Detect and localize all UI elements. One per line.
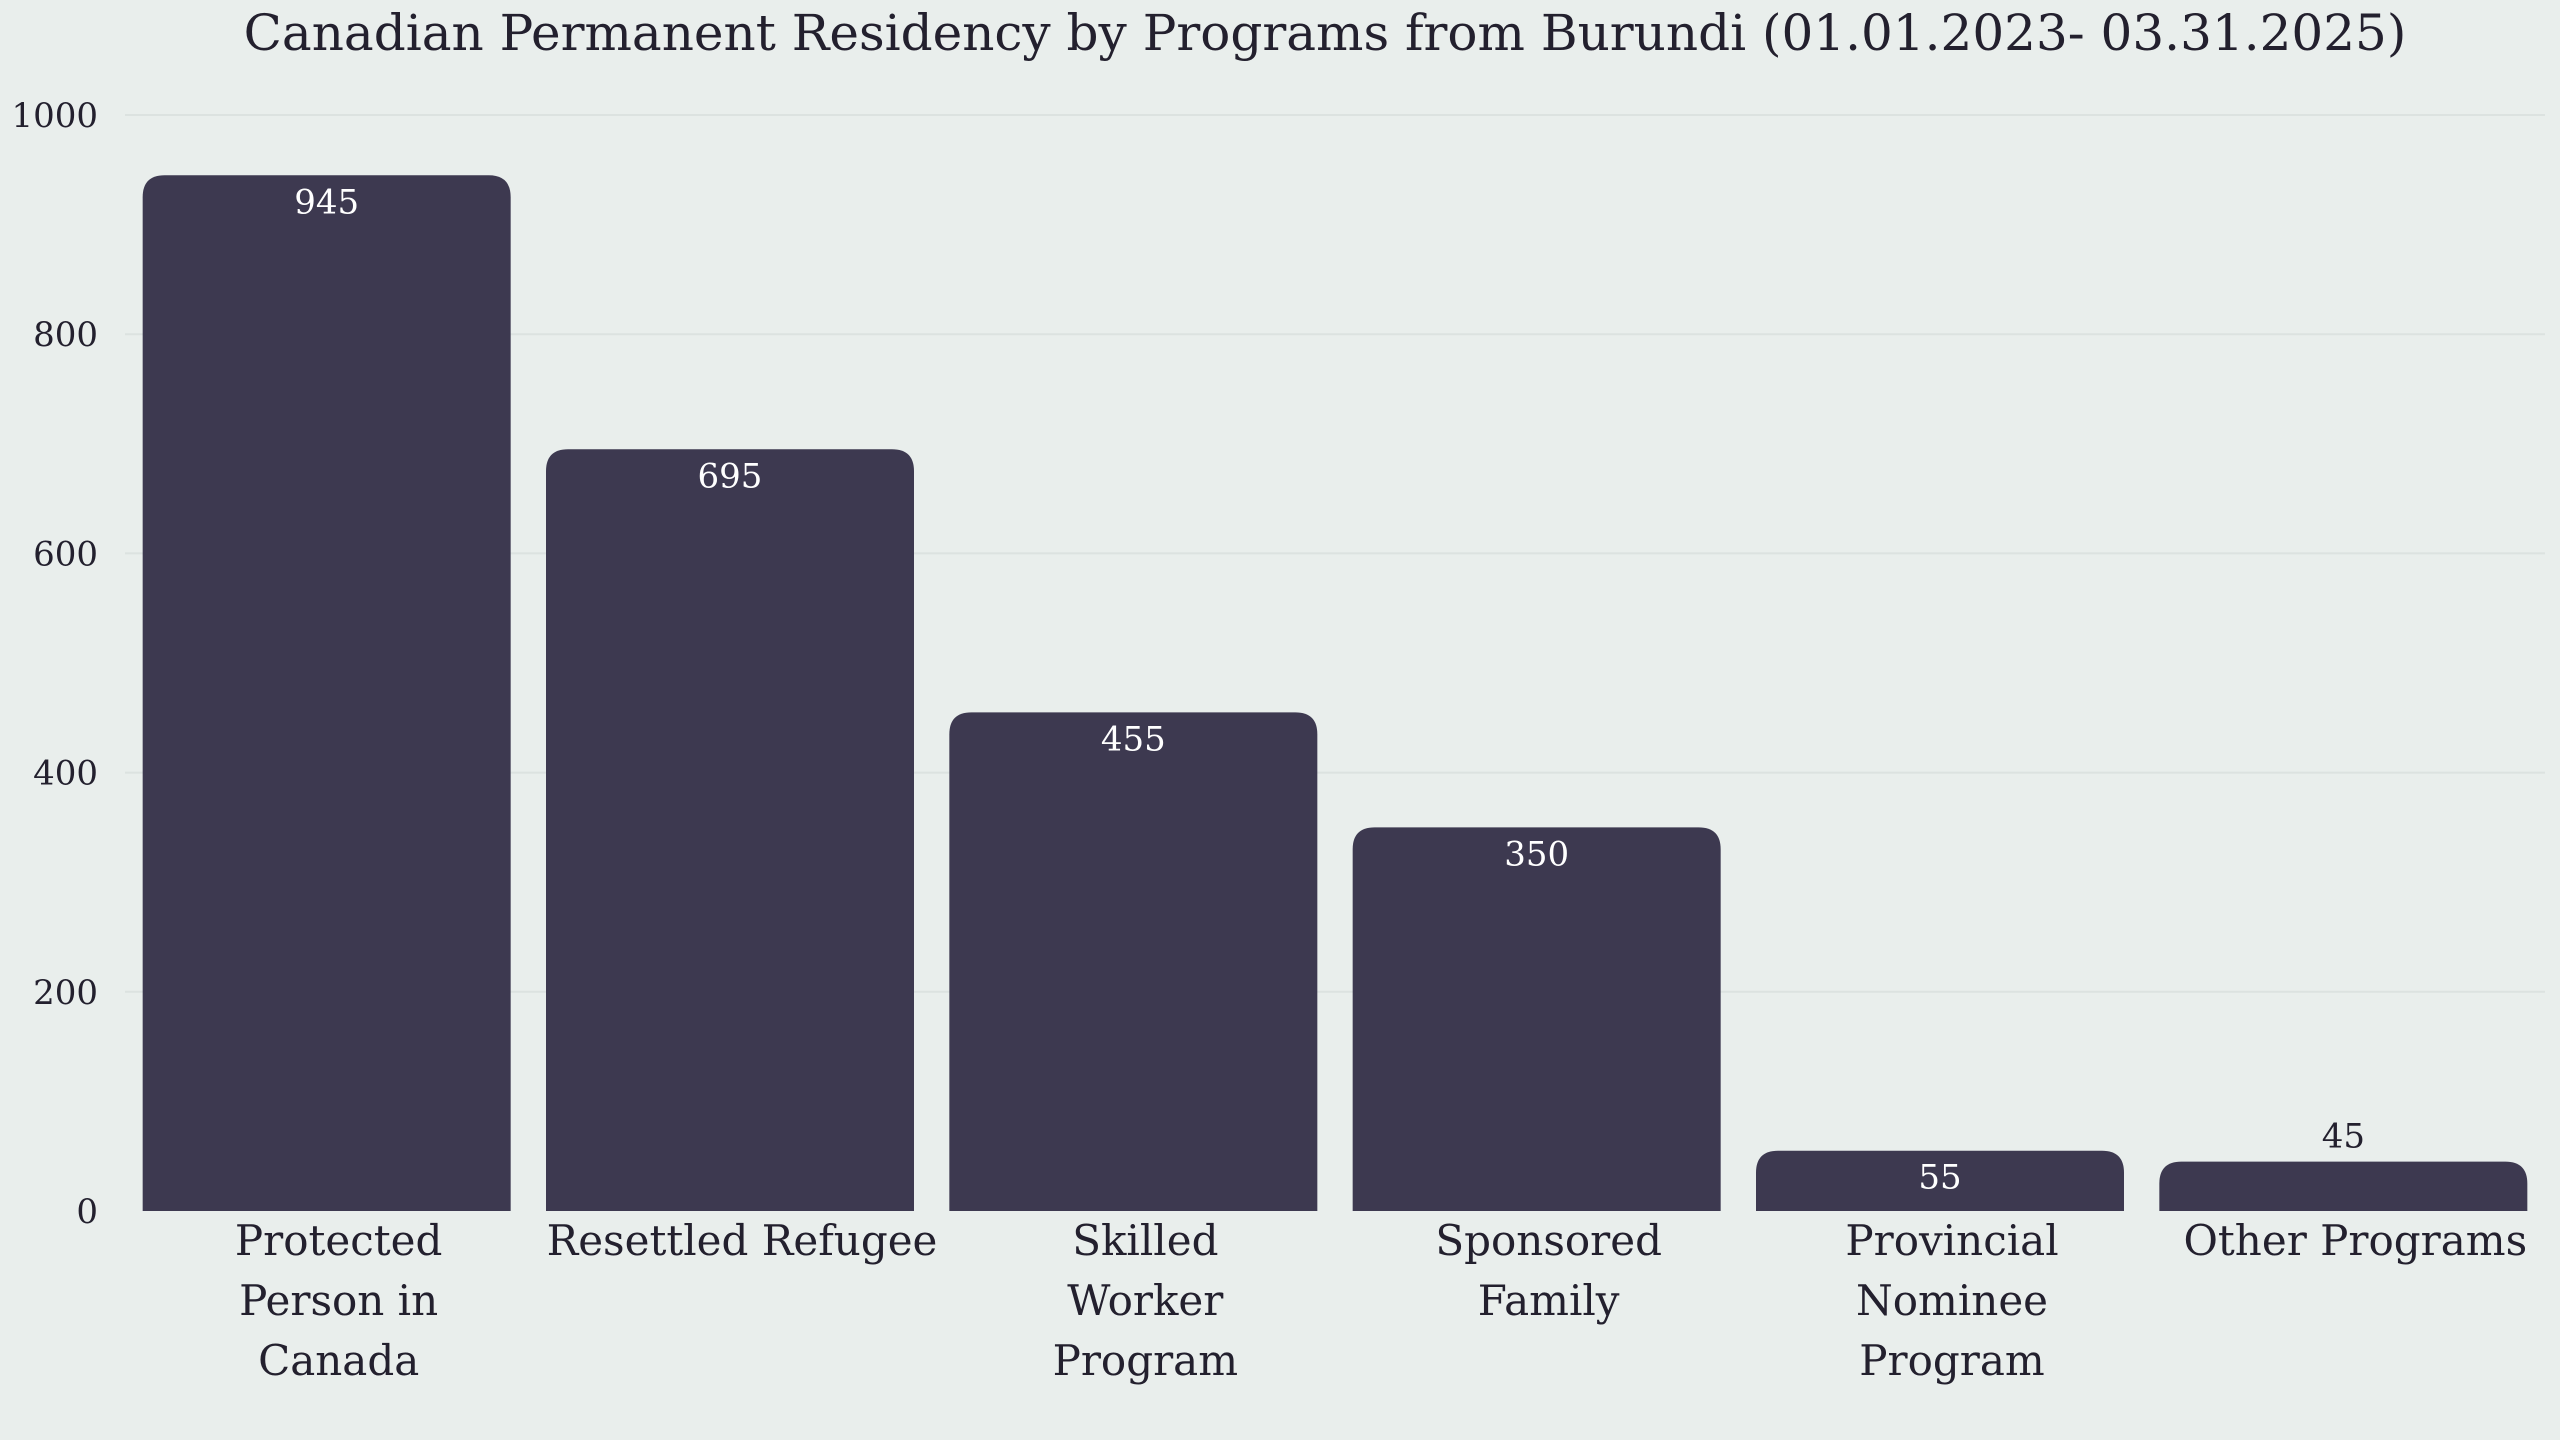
- bar-value-label: 945: [294, 182, 359, 222]
- bar-value-label: 455: [1101, 719, 1166, 759]
- x-tick-label: Sponsored Family: [1435, 1216, 1662, 1325]
- y-tick-label: 400: [33, 754, 98, 794]
- chart-title: Canadian Permanent Residency by Programs…: [244, 4, 2407, 62]
- bar: [949, 712, 1318, 1211]
- bar-value-label: 55: [1918, 1158, 1961, 1198]
- x-tick-label: Skilled Worker Program: [1053, 1216, 1238, 1385]
- y-tick-label: 600: [33, 534, 98, 574]
- bar: [546, 449, 914, 1211]
- gridlines: [125, 114, 2545, 993]
- bar: [142, 175, 511, 1211]
- bar-value-label: 45: [2322, 1117, 2365, 1157]
- x-tick-label: Protected Person in Canada: [235, 1216, 443, 1385]
- bar-value-label: 350: [1504, 834, 1569, 874]
- x-axis: Protected Person in Canada Resettled Refuge…: [235, 1216, 2527, 1385]
- y-tick-label: 800: [33, 315, 98, 355]
- y-tick-label: 1000: [11, 96, 98, 136]
- bar-value-label: 695: [698, 456, 763, 496]
- x-tick-label: Provincial Nominee Program: [1845, 1216, 2058, 1385]
- bar: [1352, 827, 1721, 1211]
- y-axis: 0 200 400 600 800 1000: [11, 96, 98, 1232]
- x-tick-label: Other Programs: [2184, 1216, 2528, 1265]
- bar: [2159, 1161, 2528, 1211]
- y-tick-label: 0: [76, 1192, 98, 1232]
- x-tick-label: Resettled Refugee: [547, 1216, 938, 1265]
- bar: [1756, 1150, 2124, 1211]
- y-tick-label: 200: [33, 973, 98, 1013]
- bars: 945 695 455 350 55 45: [142, 175, 2528, 1211]
